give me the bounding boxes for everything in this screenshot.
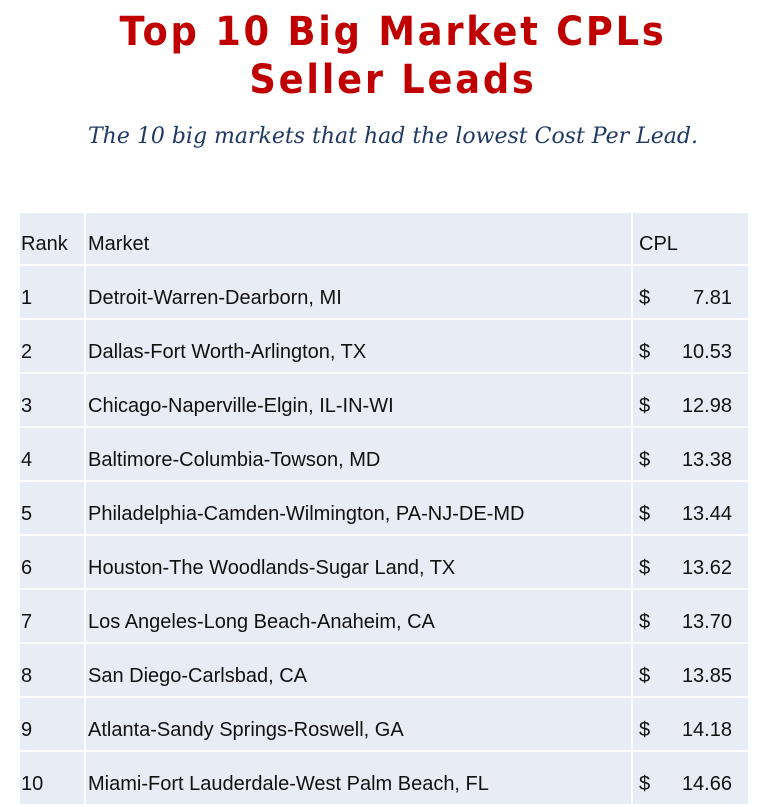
currency-symbol: $: [639, 341, 651, 363]
currency-symbol: $: [639, 773, 651, 795]
table-row: 4 Baltimore-Columbia-Towson, MD $13.38: [18, 426, 750, 482]
table-row: 8 San Diego-Carlsbad, CA $13.85: [18, 642, 750, 698]
header-row: Rank Market CPL: [18, 211, 750, 266]
currency-symbol: $: [639, 665, 651, 687]
cpl-cell: $13.85: [631, 642, 750, 698]
currency-symbol: $: [639, 719, 651, 741]
market-cell: Detroit-Warren-Dearborn, MI: [84, 264, 633, 320]
market-cell: Miami-Fort Lauderdale-West Palm Beach, F…: [84, 750, 633, 806]
cpl-cell: $10.53: [631, 318, 750, 374]
currency-symbol: $: [639, 287, 651, 309]
cpl-value: 10.53: [681, 341, 732, 363]
table-row: 1 Detroit-Warren-Dearborn, MI $7.81: [18, 264, 750, 320]
table-row: 5 Philadelphia-Camden-Wilmington, PA-NJ-…: [18, 480, 750, 536]
cpl-value: 12.98: [681, 395, 732, 417]
rank-cell: 6: [18, 534, 86, 590]
rank-cell: 1: [18, 264, 86, 320]
cpl-cell: $14.66: [631, 750, 750, 806]
rank-cell: 8: [18, 642, 86, 698]
cpl-cell: $13.44: [631, 480, 750, 536]
currency-symbol: $: [639, 395, 651, 417]
cpl-value: 13.44: [681, 503, 732, 525]
cpl-value: 14.18: [681, 719, 732, 741]
market-cell: Houston-The Woodlands-Sugar Land, TX: [84, 534, 633, 590]
cpl-value: 13.38: [681, 449, 732, 471]
market-cell: Chicago-Naperville-Elgin, IL-IN-WI: [84, 372, 633, 428]
cpl-value: 7.81: [693, 287, 732, 309]
header-rank: Rank: [18, 211, 86, 266]
cpl-cell: $12.98: [631, 372, 750, 428]
rank-cell: 2: [18, 318, 86, 374]
cpl-value: 13.85: [681, 665, 732, 687]
cpl-table: Rank Market CPL 1 Detroit-Warren-Dearbor…: [18, 211, 750, 806]
cpl-cell: $13.70: [631, 588, 750, 644]
cpl-cell: $14.18: [631, 696, 750, 752]
title-line-1: Top 10 Big Market CPLs: [119, 9, 667, 55]
rank-cell: 9: [18, 696, 86, 752]
rank-cell: 10: [18, 750, 86, 806]
market-cell: Philadelphia-Camden-Wilmington, PA-NJ-DE…: [84, 480, 633, 536]
cpl-cell: $13.38: [631, 426, 750, 482]
currency-symbol: $: [639, 557, 651, 579]
table-row: 6 Houston-The Woodlands-Sugar Land, TX $…: [18, 534, 750, 590]
rank-cell: 7: [18, 588, 86, 644]
title-line-2: Seller Leads: [249, 57, 537, 103]
table-row: 3 Chicago-Naperville-Elgin, IL-IN-WI $12…: [18, 372, 750, 428]
table-row: 10 Miami-Fort Lauderdale-West Palm Beach…: [18, 750, 750, 806]
market-cell: Atlanta-Sandy Springs-Roswell, GA: [84, 696, 633, 752]
table-row: 7 Los Angeles-Long Beach-Anaheim, CA $13…: [18, 588, 750, 644]
subtitle: The 10 big markets that had the lowest C…: [88, 124, 698, 149]
currency-symbol: $: [639, 503, 651, 525]
cpl-value: 14.66: [681, 773, 732, 795]
header-market: Market: [84, 211, 633, 266]
rank-cell: 5: [18, 480, 86, 536]
market-cell: Los Angeles-Long Beach-Anaheim, CA: [84, 588, 633, 644]
market-cell: Dallas-Fort Worth-Arlington, TX: [84, 318, 633, 374]
table-row: 9 Atlanta-Sandy Springs-Roswell, GA $14.…: [18, 696, 750, 752]
header-cpl: CPL: [631, 211, 750, 266]
cpl-cell: $13.62: [631, 534, 750, 590]
currency-symbol: $: [639, 611, 651, 633]
currency-symbol: $: [639, 449, 651, 471]
rank-cell: 3: [18, 372, 86, 428]
cpl-value: 13.62: [681, 557, 732, 579]
market-cell: Baltimore-Columbia-Towson, MD: [84, 426, 633, 482]
cpl-value: 13.70: [681, 611, 732, 633]
market-cell: San Diego-Carlsbad, CA: [84, 642, 633, 698]
table-row: 2 Dallas-Fort Worth-Arlington, TX $10.53: [18, 318, 750, 374]
cpl-cell: $7.81: [631, 264, 750, 320]
rank-cell: 4: [18, 426, 86, 482]
